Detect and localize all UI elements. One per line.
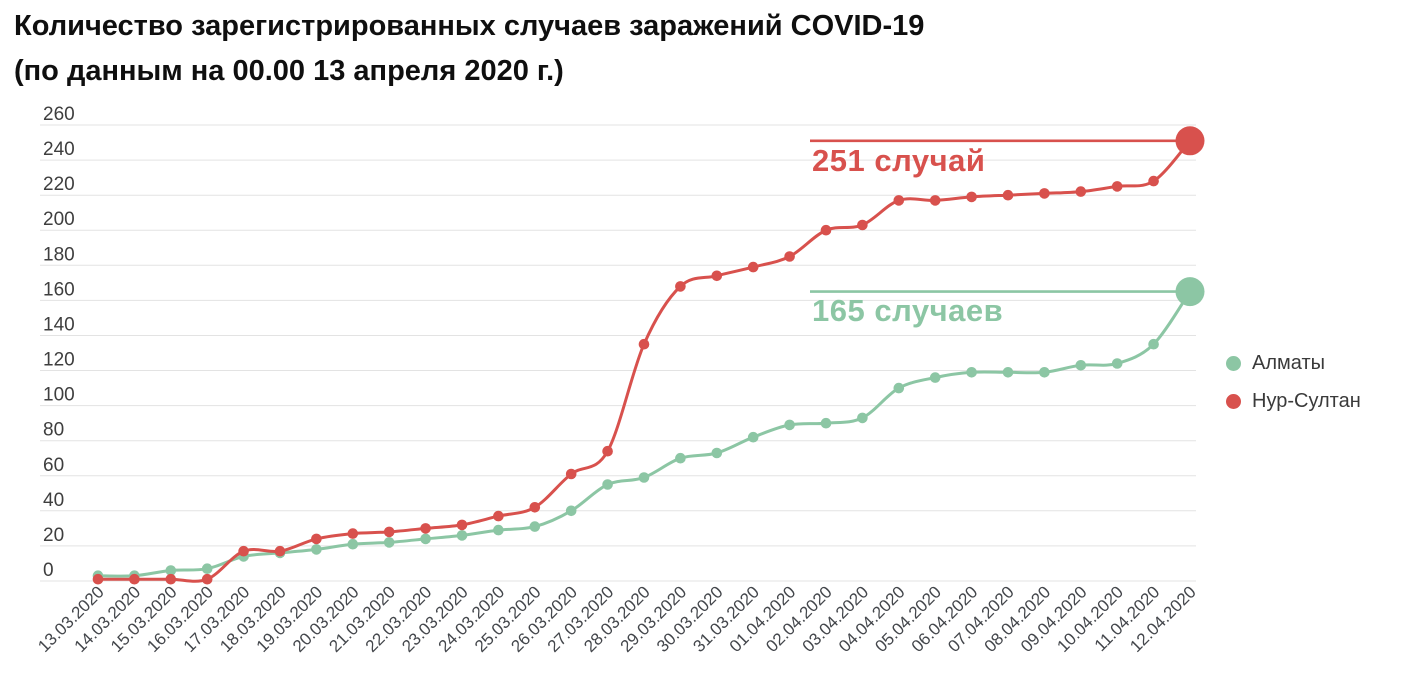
nur-sultan-data-dot <box>638 338 650 350</box>
nur-sultan-end-dot <box>1175 126 1205 156</box>
nur-sultan-data-dot <box>456 519 468 531</box>
almaty-data-dot <box>675 452 686 464</box>
nur-sultan-data-dot <box>1039 188 1050 199</box>
svg-text:20: 20 <box>43 525 64 546</box>
almaty-data-dot <box>820 417 832 429</box>
almaty-data-dot <box>383 537 395 548</box>
almaty-data-dot <box>529 521 541 532</box>
nur-sultan-data-dot <box>857 219 868 231</box>
nur-sultan-data-dot <box>201 573 213 585</box>
nur-sultan-series <box>92 126 1205 585</box>
almaty-data-dot <box>311 544 322 555</box>
svg-text:100: 100 <box>43 385 75 406</box>
almaty-data-dot <box>1002 367 1014 378</box>
nur-sultan-data-dot <box>1148 175 1159 187</box>
chart-title: Количество зарегистрированных случаев за… <box>14 4 924 94</box>
nur-sultan-data-dot <box>493 510 504 522</box>
chart-title-line1: Количество зарегистрированных случаев за… <box>14 10 925 42</box>
almaty-end-dot <box>1175 277 1205 307</box>
nur-sultan-data-dot <box>347 528 359 539</box>
svg-text:40: 40 <box>43 490 64 511</box>
almaty-legend-label: Алматы <box>1252 351 1325 374</box>
nur-sultan-data-dot <box>966 191 977 203</box>
almaty-data-dot <box>1111 358 1123 369</box>
nur-sultan-data-dot <box>1002 189 1014 201</box>
almaty-data-dot <box>165 565 177 576</box>
legend-item-almaty[interactable]: Алматы <box>1226 344 1361 382</box>
svg-text:80: 80 <box>43 420 64 441</box>
nur-sultan-data-dot <box>129 573 140 585</box>
almaty-data-dot <box>893 382 905 394</box>
nur-sultan-data-dot <box>274 545 286 557</box>
nur-sultan-data-dot <box>820 224 832 236</box>
x-axis-labels: 13.03.202014.03.202015.03.202016.03.2020… <box>34 582 1200 656</box>
svg-text:140: 140 <box>43 315 75 336</box>
almaty-series <box>92 277 1205 581</box>
svg-text:0: 0 <box>43 560 54 581</box>
nur-sultan-data-dot <box>747 261 759 273</box>
almaty-value-annotation: 165 случаев <box>812 293 1004 328</box>
nur-sultan-data-dot <box>784 251 795 262</box>
almaty-data-dot <box>929 372 941 383</box>
nur-sultan-data-dot <box>238 545 249 557</box>
nur-sultan-data-dot <box>165 573 177 585</box>
nur-sultan-data-dot <box>311 533 322 545</box>
almaty-data-dot <box>602 479 613 490</box>
almaty-data-dot <box>420 533 431 545</box>
almaty-series-dot-icon <box>1226 355 1241 371</box>
legend-item-nur-sultan[interactable]: Нур-Султан <box>1226 382 1361 420</box>
nur-sultan-data-dot <box>565 468 577 480</box>
svg-text:220: 220 <box>43 174 75 195</box>
nur-sultan-data-dot <box>420 523 431 534</box>
almaty-data-dot <box>493 524 504 536</box>
nur-sultan-legend-label: Нур-Султан <box>1252 389 1361 412</box>
nur-sultan-data-dot <box>92 573 104 585</box>
almaty-data-dot <box>966 367 977 378</box>
almaty-line <box>97 290 1192 578</box>
almaty-data-dot <box>857 412 868 424</box>
svg-text:180: 180 <box>43 244 75 265</box>
svg-text:260: 260 <box>43 104 75 125</box>
nur-sultan-data-dot <box>1111 181 1123 192</box>
nur-sultan-data-dot <box>893 195 905 206</box>
annotation-lines <box>810 139 1190 293</box>
nur-sultan-data-dot <box>383 526 395 538</box>
almaty-data-dot <box>565 505 577 517</box>
y-gridlines <box>40 124 1196 582</box>
almaty-data-dot <box>201 563 213 574</box>
nur-sultan-line <box>98 139 1192 583</box>
nur-sultan-data-dot <box>1075 186 1087 197</box>
nur-sultan-data-dot <box>929 195 941 206</box>
nur-sultan-data-dot <box>602 445 613 457</box>
nur-sultan-value-annotation: 251 случай <box>812 143 986 178</box>
svg-text:160: 160 <box>43 279 75 300</box>
almaty-data-dot <box>347 538 359 550</box>
nur-sultan-series-dot-icon <box>1226 393 1241 409</box>
svg-text:240: 240 <box>43 139 75 160</box>
chart-title-line2: (по данным на 00.00 13 апреля 2020 г.) <box>14 55 564 87</box>
almaty-data-dot <box>784 419 795 431</box>
svg-text:200: 200 <box>43 209 75 230</box>
nur-sultan-data-dot <box>711 270 723 282</box>
almaty-data-dot <box>456 530 468 541</box>
y-axis-labels: 0 20 40 60 80 100 120 140 160 180 200 220 240 260 <box>43 104 75 581</box>
almaty-data-dot <box>1039 367 1050 378</box>
svg-text:120: 120 <box>43 350 75 371</box>
nur-sultan-data-dot <box>675 281 686 292</box>
almaty-data-dot <box>747 431 759 443</box>
svg-text:60: 60 <box>43 455 64 476</box>
legend: Алматы Нур-Султан <box>1226 344 1361 420</box>
almaty-data-dot <box>638 472 650 483</box>
almaty-data-dot <box>1075 360 1087 371</box>
almaty-data-dot <box>1148 338 1159 350</box>
almaty-data-dot <box>711 447 723 459</box>
nur-sultan-data-dot <box>529 502 541 513</box>
